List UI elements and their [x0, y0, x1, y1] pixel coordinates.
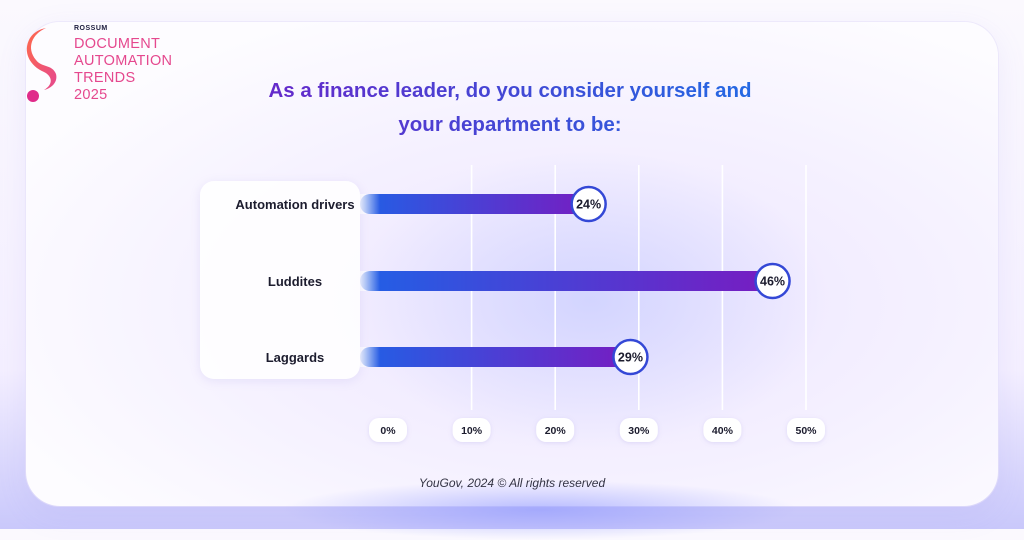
value-marker: [754, 262, 791, 300]
report-title-line: DOCUMENT: [74, 36, 161, 52]
tick-label-pill: [703, 418, 742, 442]
tick-label-pill: [452, 418, 491, 442]
x-tick-label: 40%: [712, 425, 734, 437]
x-tick-label: 30%: [628, 425, 650, 437]
bar-group: 46%: [360, 262, 791, 300]
value-marker: [612, 338, 649, 376]
x-tick-label: 50%: [795, 425, 817, 437]
rossum-logo-icon: [26, 28, 57, 102]
bar-start-fade: [360, 194, 380, 214]
tick-label-pill: [369, 418, 407, 442]
source-note: YouGov, 2024 © All rights reserved: [418, 476, 606, 490]
report-title-line: TRENDS: [74, 70, 136, 86]
category-label: Laggards: [265, 350, 325, 365]
value-marker: [570, 185, 607, 223]
data-label: 46%: [760, 275, 785, 289]
x-tick-label: 10%: [461, 425, 483, 437]
report-title-line: 2025: [74, 87, 108, 103]
brand-name: ROSSUM: [74, 25, 108, 32]
data-label: 24%: [576, 198, 601, 212]
category-label: Automation drivers: [235, 197, 355, 212]
category-label: Luddites: [267, 274, 323, 289]
report-title-line: AUTOMATION: [74, 53, 173, 69]
x-tick-label: 0%: [380, 425, 396, 437]
tick-label-pill: [787, 418, 825, 442]
bar: [360, 271, 785, 291]
bar: [360, 194, 601, 214]
bar: [360, 347, 643, 367]
tick-label-pill: [619, 418, 658, 442]
bar-start-fade: [360, 271, 380, 291]
data-label: 29%: [618, 351, 643, 365]
bar-group: 24%: [360, 185, 607, 223]
category-label-panel: [200, 181, 360, 379]
x-tick-label: 20%: [545, 425, 567, 437]
bar-group: 29%: [360, 338, 649, 376]
report-title: DOCUMENT AUTOMATION TRENDS 2025: [74, 36, 214, 104]
bar-start-fade: [360, 347, 380, 367]
tick-label-pill: [536, 418, 575, 442]
bar-chart: 24% 46% 29% 0% 10% 20% 30% 40% 50%: [360, 185, 825, 442]
